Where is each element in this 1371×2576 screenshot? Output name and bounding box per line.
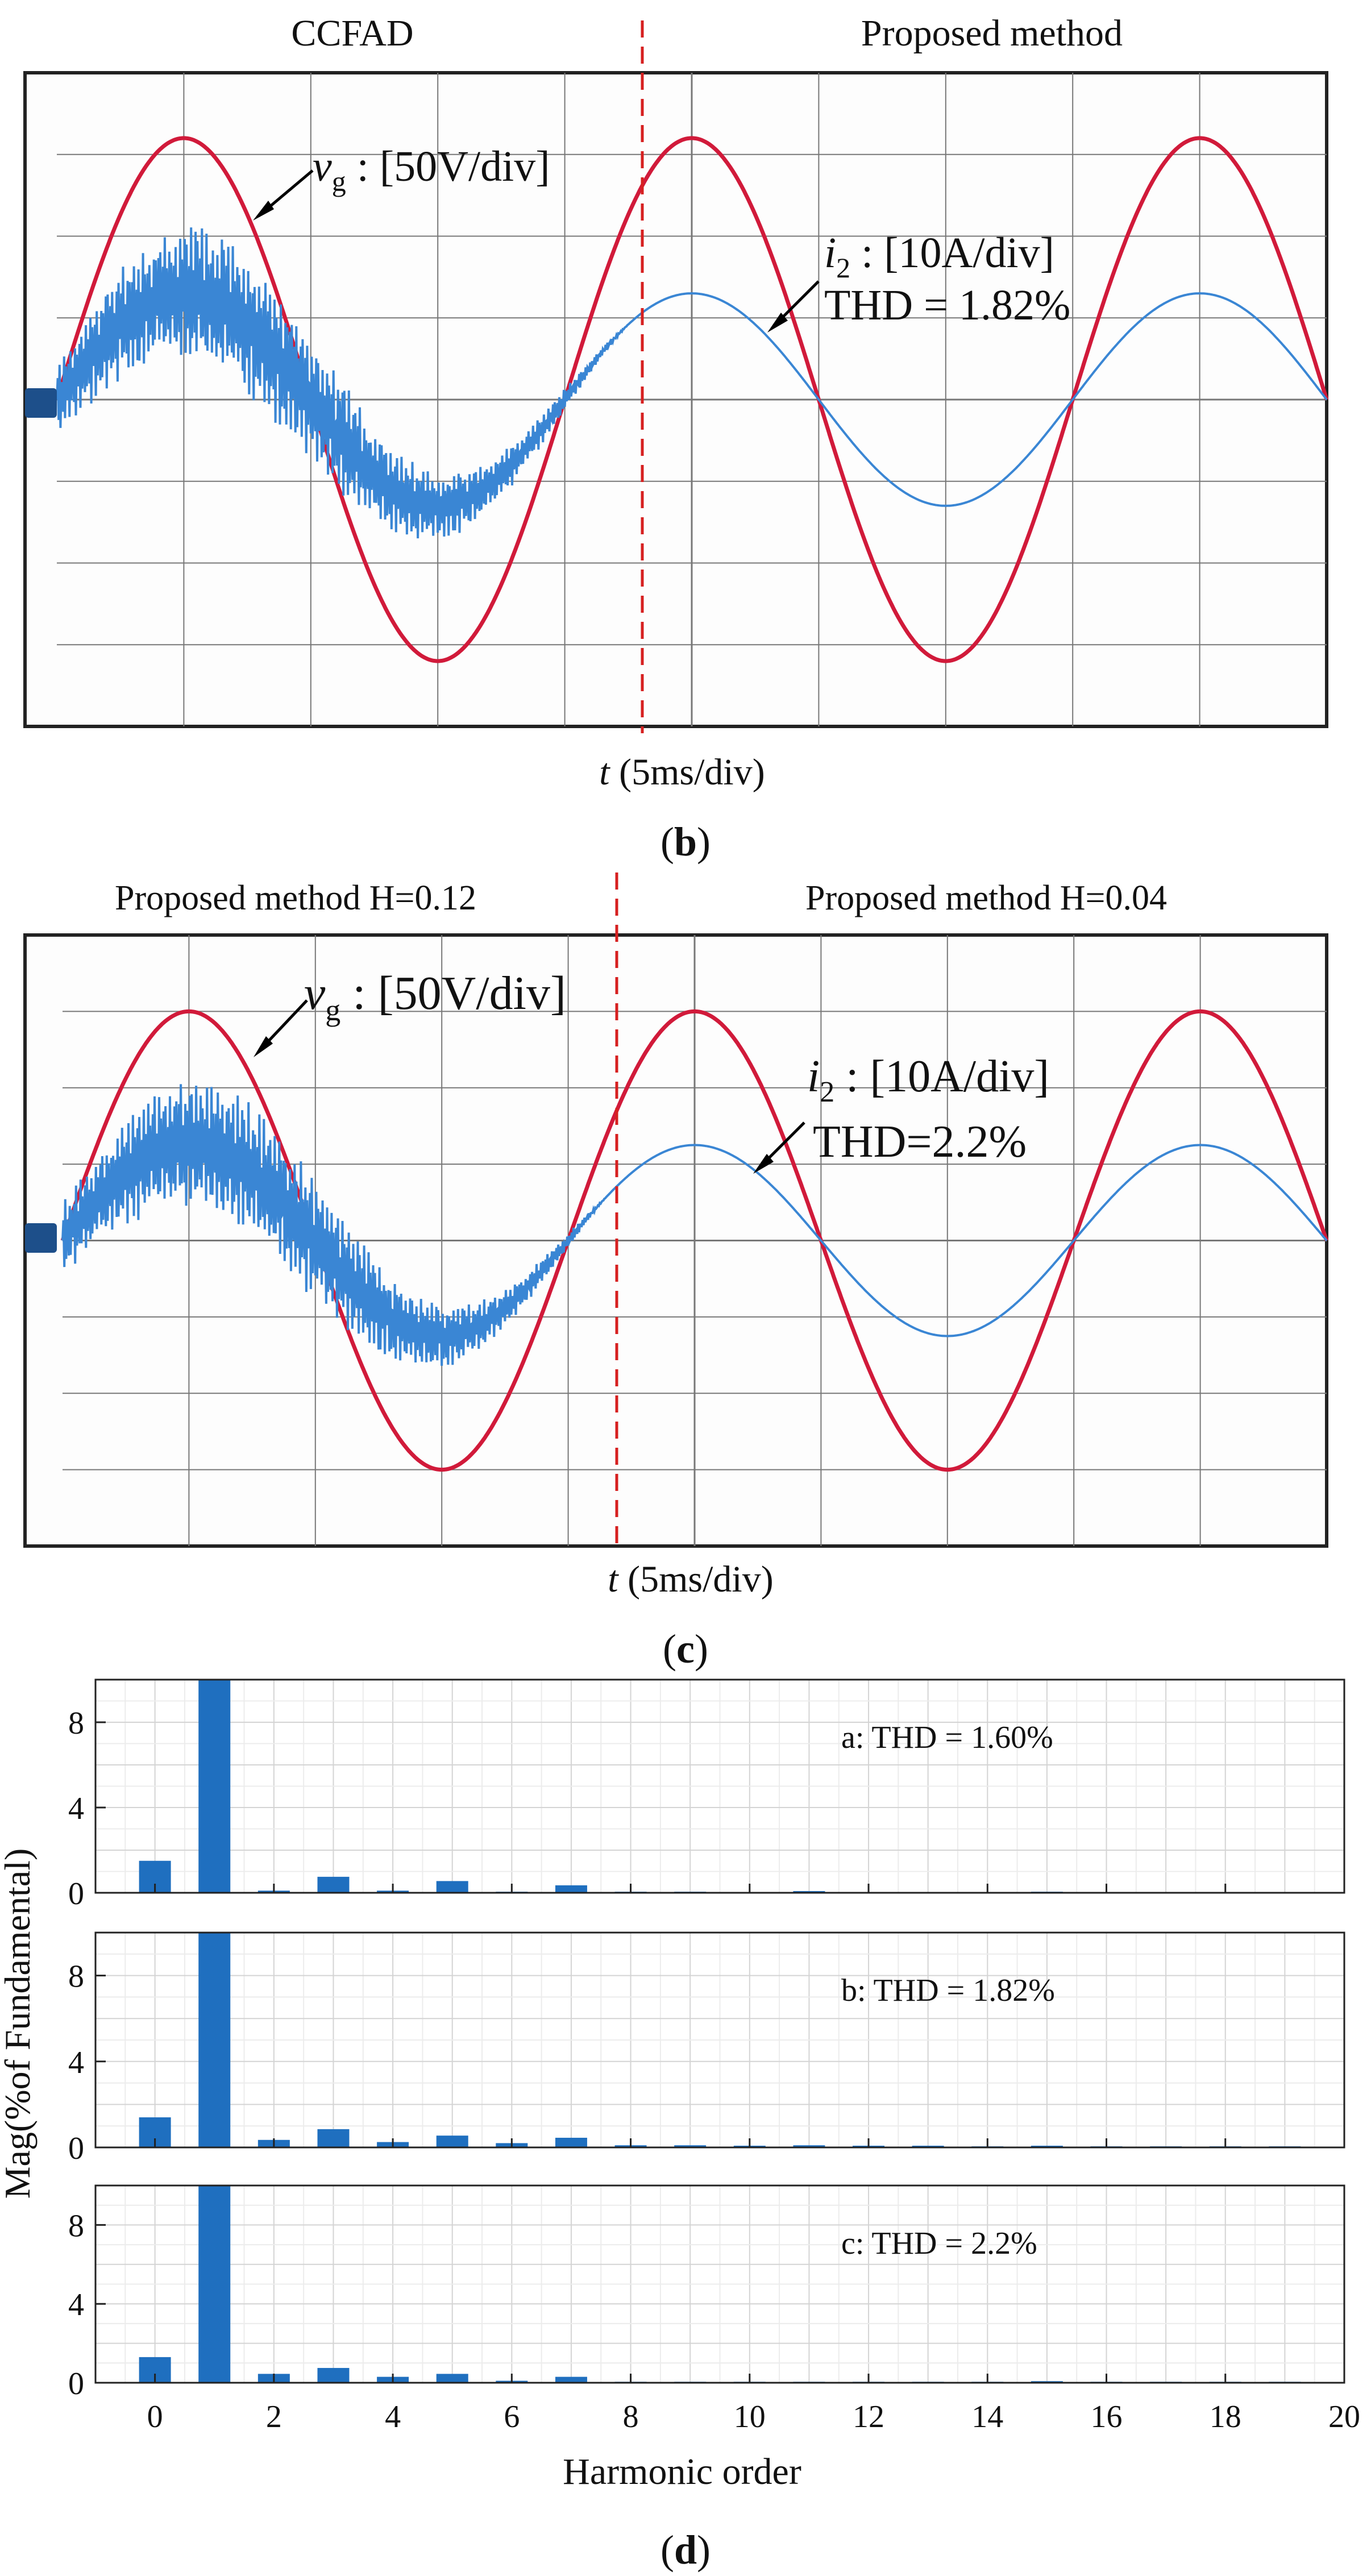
bar-b-h11 bbox=[793, 2145, 825, 2147]
panel-c-left-title: Proposed method H=0.12 bbox=[115, 879, 476, 917]
bar-a-h7 bbox=[555, 1885, 587, 1893]
spectrum-thd-annotation-b: b: THD = 1.82% bbox=[841, 1973, 1055, 2008]
spectrum-ytick-label: 8 bbox=[68, 1959, 84, 1995]
panel-b-left-title: CCFAD bbox=[291, 13, 413, 54]
panel-b-thd: THD = 1.82% bbox=[824, 281, 1070, 329]
spectrum-subplot-c: 0 4 8 c: THD = 2.2% bbox=[68, 2184, 1345, 2402]
bar-b-h15 bbox=[1031, 2145, 1063, 2147]
spectrum-xtick-label: 18 bbox=[1210, 2399, 1241, 2434]
spectrum-xtick-label: 16 bbox=[1091, 2399, 1123, 2434]
panel-c-label: (c) bbox=[663, 1626, 708, 1672]
panel-b-right-title: Proposed method bbox=[861, 13, 1123, 54]
panel-c-thd: THD=2.2% bbox=[813, 1117, 1027, 1167]
spectrum-xtick-label: 10 bbox=[734, 2399, 766, 2434]
spectrum-xtick-label: 12 bbox=[853, 2399, 884, 2434]
panel-c-vg-arrowhead bbox=[254, 1036, 273, 1057]
spectrum-axes-frame bbox=[94, 2184, 1345, 2384]
bar-c-h7 bbox=[555, 2376, 587, 2383]
scope-b-traces bbox=[55, 136, 1329, 663]
bar-a-h1 bbox=[198, 1680, 231, 1893]
spectrum-axes-frame bbox=[94, 1678, 1345, 1894]
panel-b-vg-arrowhead bbox=[253, 201, 274, 221]
spectrum-thd-annotation-c: c: THD = 2.2% bbox=[841, 2226, 1037, 2261]
panel-c-xlabel: t (5ms/div) bbox=[608, 1559, 774, 1600]
panel-c-right-title: Proposed method H=0.04 bbox=[805, 879, 1167, 917]
spectrum-xtick-label: 6 bbox=[504, 2399, 520, 2434]
spectrum-ytick-label: 4 bbox=[68, 2287, 84, 2322]
panel-c: Proposed method H=0.12 Proposed method H… bbox=[23, 872, 1329, 1672]
spectrum-xtick-label: 14 bbox=[971, 2399, 1003, 2434]
spectrum-ytick-label: 0 bbox=[68, 2131, 84, 2166]
panel-b-label: (b) bbox=[660, 819, 711, 865]
panel-d-label: (d) bbox=[660, 2527, 711, 2573]
spectrum-xtick-label: 4 bbox=[385, 2399, 401, 2434]
spectrum-subplot-b: 0 4 8 b: THD = 1.82% bbox=[68, 1931, 1345, 2166]
spectrum-axes-frame bbox=[94, 1931, 1345, 2149]
panel-d: 0 4 8 a: THD = 1.60% 0 4 8 b: THD = 1.82% 0 4 8 c: … bbox=[0, 1678, 1360, 2573]
bar-c-h1 bbox=[198, 2186, 231, 2383]
bar-c-h5 bbox=[436, 2374, 468, 2383]
scope-b-channel-marker bbox=[25, 388, 57, 418]
panel-c-i2-label: i2 : [10A/div] bbox=[807, 1052, 1049, 1108]
spectrum-xtick-label: 8 bbox=[623, 2399, 639, 2434]
panel-c-vg-label: vg : [50V/div] bbox=[304, 967, 566, 1027]
spectrum-xtick-label: 20 bbox=[1328, 2399, 1360, 2434]
bar-b-h3 bbox=[317, 2129, 350, 2147]
panel-b-i2-arrowhead bbox=[767, 313, 788, 333]
scope-c-channel-marker bbox=[25, 1223, 57, 1253]
i2-trace bbox=[61, 1084, 1328, 1366]
bar-b-h7 bbox=[555, 2137, 587, 2147]
spectrum-ytick-label: 8 bbox=[68, 1706, 84, 1741]
i2-trace bbox=[56, 227, 1328, 539]
panel-c-i2-arrowhead bbox=[753, 1154, 774, 1174]
spectrum-subplot-a: 0 4 8 a: THD = 1.60% bbox=[68, 1678, 1345, 1912]
spectrum-xtick-label: 2 bbox=[266, 2399, 282, 2434]
bar-b-h5 bbox=[436, 2135, 468, 2147]
panel-d-ylabel: Mag(%of Fundamental) bbox=[0, 1848, 38, 2199]
scope-c-traces bbox=[60, 1009, 1329, 1472]
spectrum-xtick-label: 0 bbox=[147, 2399, 163, 2434]
panel-b: CCFAD Proposed method vg : [50V/div] i2 … bbox=[23, 13, 1329, 865]
vg-trace bbox=[60, 1009, 1329, 1472]
panel-d-xlabel: Harmonic order bbox=[563, 2451, 801, 2492]
bar-a-h5 bbox=[436, 1881, 468, 1893]
spectrum-thd-annotation-a: a: THD = 1.60% bbox=[841, 1720, 1053, 1755]
panel-b-i2-label: i2 : [10A/div] bbox=[824, 229, 1054, 284]
bar-c-h3 bbox=[317, 2367, 350, 2383]
bar-a-h3 bbox=[317, 1876, 350, 1893]
panel-b-vg-label: vg : [50V/div] bbox=[313, 143, 550, 197]
panel-d-bar-area: 0 4 8 a: THD = 1.60% 0 4 8 b: THD = 1.82% 0 4 8 c: … bbox=[68, 1678, 1360, 2434]
panel-b-xlabel: t (5ms/div) bbox=[599, 751, 765, 793]
spectrum-ytick-label: 4 bbox=[68, 1791, 84, 1826]
spectrum-ytick-label: 0 bbox=[68, 2366, 84, 2402]
spectrum-ytick-label: 8 bbox=[68, 2208, 84, 2243]
bar-b-h9 bbox=[674, 2145, 707, 2147]
bar-b-h13 bbox=[912, 2145, 944, 2147]
vg-trace bbox=[55, 136, 1329, 663]
bar-b-h1 bbox=[198, 1933, 231, 2147]
spectrum-ytick-label: 0 bbox=[68, 1876, 84, 1912]
spectrum-ytick-label: 4 bbox=[68, 2045, 84, 2080]
